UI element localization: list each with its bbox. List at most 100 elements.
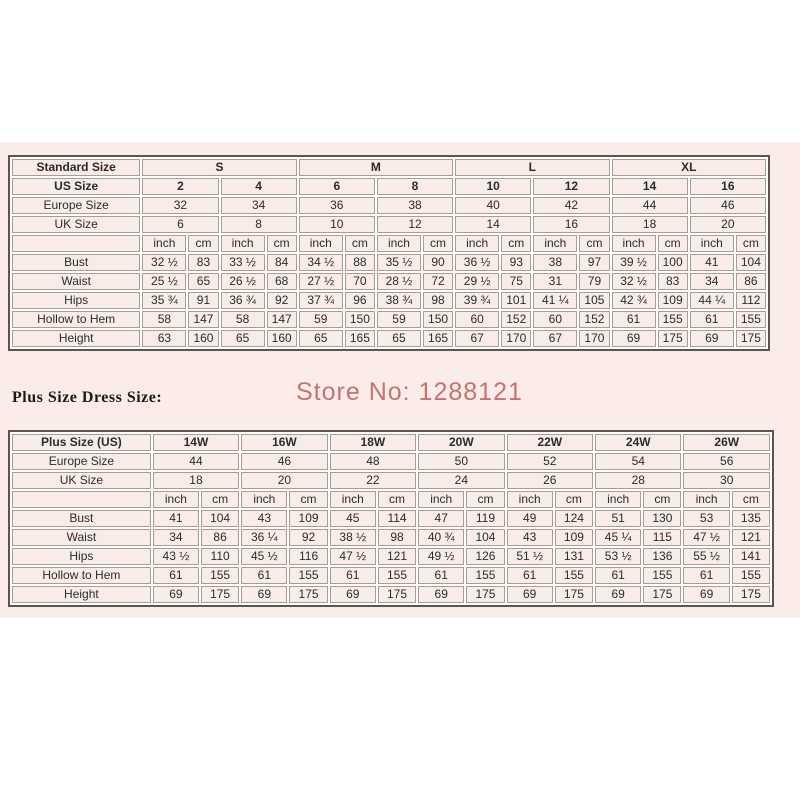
measure-value: 61 — [241, 567, 288, 584]
size-value: 54 — [595, 453, 682, 470]
size-value: 18 — [611, 216, 688, 233]
size-value: 16 — [689, 178, 766, 195]
measure-value: 155 — [377, 567, 417, 584]
measure-value: 67 — [455, 330, 500, 347]
measure-value: 41 — [152, 510, 199, 527]
measure-value: 136 — [643, 548, 682, 565]
unit-row: inch cm inch cm inch cm inch cm inch cm inch cm inch… — [12, 235, 766, 252]
measure-value: 31 — [533, 273, 578, 290]
region-size-row: UK Size 6 8 10 12 14 16 18 20 — [12, 216, 766, 233]
measure-value: 160 — [266, 330, 297, 347]
measure-value: 55 ½ — [683, 548, 730, 565]
size-value: 40 — [455, 197, 532, 214]
row-label: Bust — [12, 510, 151, 527]
measure-value: 165 — [423, 330, 454, 347]
measure-value: 43 — [506, 529, 553, 546]
measure-value: 42 ¾ — [611, 292, 656, 309]
row-label: Waist — [12, 529, 151, 546]
measure-row: Bust 41 104 43 109 45 114 47 119 49 124 51 130 53 135 — [12, 510, 770, 527]
measure-value: 68 — [266, 273, 297, 290]
unit-inch-label: inch — [142, 235, 187, 252]
measure-value: 61 — [595, 567, 642, 584]
unit-inch-label: inch — [329, 491, 376, 508]
measure-value: 170 — [501, 330, 532, 347]
row-label: UK Size — [12, 472, 151, 489]
measure-value: 53 — [683, 510, 730, 527]
size-value: 32 — [142, 197, 219, 214]
measure-value: 83 — [188, 254, 219, 271]
measure-value: 165 — [344, 330, 375, 347]
size-group-header: 14W — [152, 434, 240, 451]
size-group-header-row: Standard Size S M L XL — [12, 159, 766, 176]
measure-value: 150 — [344, 311, 375, 328]
region-size-row: US Size 2 4 6 8 10 12 14 16 — [12, 178, 766, 195]
measure-value: 79 — [579, 273, 610, 290]
measure-row: Hips 43 ½ 110 45 ½ 116 47 ½ 121 49 ½ 126 51 ½ 131 5… — [12, 548, 770, 565]
measure-value: 65 — [220, 330, 265, 347]
measure-value: 175 — [735, 330, 766, 347]
measure-value: 175 — [377, 586, 417, 603]
row-label: UK Size — [12, 216, 141, 233]
measure-value: 43 — [241, 510, 288, 527]
measure-value: 96 — [344, 292, 375, 309]
size-value: 6 — [298, 178, 375, 195]
plus-size-heading: Plus Size Dress Size: — [12, 389, 163, 406]
unit-inch-label: inch — [683, 491, 730, 508]
measure-value: 69 — [418, 586, 465, 603]
unit-cm-label: cm — [466, 491, 505, 508]
measure-value: 93 — [501, 254, 532, 271]
row-label: Height — [12, 330, 141, 347]
measure-value: 109 — [657, 292, 688, 309]
measure-value: 112 — [735, 292, 766, 309]
size-group-header: 16W — [241, 434, 328, 451]
size-value: 52 — [506, 453, 594, 470]
size-value: 2 — [142, 178, 219, 195]
size-value: 8 — [220, 216, 297, 233]
measure-value: 155 — [643, 567, 682, 584]
measure-row: Waist 25 ½ 65 26 ½ 68 27 ½ 70 28 ½ 72 29 ½ 75 31 79 3… — [12, 273, 766, 290]
measure-value: 121 — [377, 548, 417, 565]
measure-value: 72 — [423, 273, 454, 290]
measure-value: 34 — [152, 529, 199, 546]
size-value: 34 — [220, 197, 297, 214]
size-value: 26 — [506, 472, 594, 489]
measure-value: 41 — [689, 254, 734, 271]
unit-inch-label: inch — [506, 491, 553, 508]
size-value: 44 — [611, 197, 688, 214]
size-value: 18 — [152, 472, 240, 489]
row-label: Hollow to Hem — [12, 567, 151, 584]
row-label: Height — [12, 586, 151, 603]
unit-inch-label: inch — [595, 491, 642, 508]
size-group-header: 26W — [683, 434, 770, 451]
measure-value: 175 — [657, 330, 688, 347]
region-size-row: Europe Size 44 46 48 50 52 54 56 — [12, 453, 770, 470]
size-value: 4 — [220, 178, 297, 195]
measure-value: 34 — [689, 273, 734, 290]
measure-value: 33 ½ — [220, 254, 265, 271]
size-value: 16 — [533, 216, 610, 233]
measure-value: 114 — [377, 510, 417, 527]
unit-inch-label: inch — [611, 235, 656, 252]
size-value: 10 — [455, 178, 532, 195]
measure-value: 88 — [344, 254, 375, 271]
unit-row-spacer — [12, 491, 151, 508]
measure-value: 51 ½ — [506, 548, 553, 565]
measure-value: 152 — [579, 311, 610, 328]
size-value: 30 — [683, 472, 770, 489]
row-label: Europe Size — [12, 453, 151, 470]
measure-value: 67 — [533, 330, 578, 347]
unit-cm-label: cm — [501, 235, 532, 252]
measure-value: 155 — [554, 567, 594, 584]
measure-value: 35 ¾ — [142, 292, 187, 309]
measure-value: 47 ½ — [683, 529, 730, 546]
corner-label: Standard Size — [12, 159, 141, 176]
measure-value: 65 — [188, 273, 219, 290]
measure-value: 104 — [466, 529, 505, 546]
measure-value: 61 — [418, 567, 465, 584]
measure-value: 69 — [595, 586, 642, 603]
unit-inch-label: inch — [220, 235, 265, 252]
measure-value: 69 — [329, 586, 376, 603]
unit-cm-label: cm — [201, 491, 240, 508]
measure-value: 45 ½ — [241, 548, 288, 565]
measure-value: 70 — [344, 273, 375, 290]
